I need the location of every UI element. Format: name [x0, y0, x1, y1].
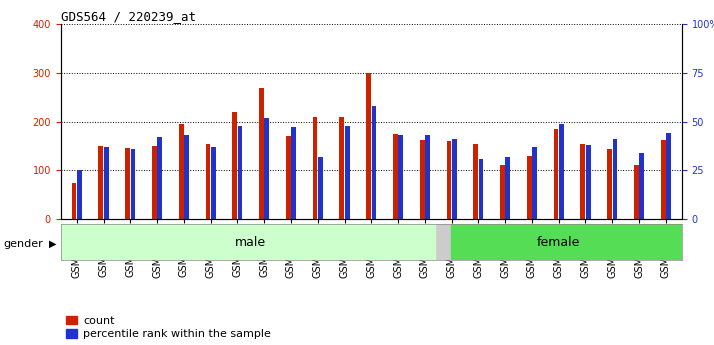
Bar — [291, 127, 296, 219]
Bar — [61, 224, 436, 260]
Bar — [452, 139, 457, 219]
Bar — [232, 112, 237, 219]
Bar — [152, 146, 157, 219]
Bar — [613, 139, 618, 219]
Bar — [211, 147, 216, 219]
Bar — [607, 149, 612, 219]
Bar — [77, 170, 82, 219]
Bar — [451, 224, 705, 260]
Bar — [318, 157, 323, 219]
Bar — [425, 135, 430, 219]
Text: ▶: ▶ — [49, 239, 56, 249]
Bar — [585, 145, 590, 219]
Bar — [71, 183, 76, 219]
Bar — [371, 106, 376, 219]
Bar — [131, 149, 136, 219]
Bar — [99, 146, 104, 219]
Bar — [393, 134, 398, 219]
Bar — [559, 124, 564, 219]
Text: gender: gender — [4, 239, 44, 249]
Bar — [157, 137, 162, 219]
Bar — [339, 117, 344, 219]
Bar — [639, 153, 644, 219]
Bar — [366, 73, 371, 219]
Bar — [104, 147, 109, 219]
Bar — [532, 147, 537, 219]
Bar — [345, 126, 350, 219]
Text: female: female — [537, 236, 580, 249]
Bar — [125, 148, 130, 219]
Legend: count, percentile rank within the sample: count, percentile rank within the sample — [66, 316, 271, 339]
Text: GDS564 / 220239_at: GDS564 / 220239_at — [61, 10, 196, 23]
Bar — [660, 140, 665, 219]
Bar — [264, 118, 269, 219]
Bar — [398, 135, 403, 219]
Bar — [553, 129, 558, 219]
Bar — [506, 157, 511, 219]
Bar — [666, 133, 671, 219]
Bar — [527, 156, 532, 219]
Bar — [420, 140, 425, 219]
Bar — [634, 166, 639, 219]
Bar — [178, 124, 183, 219]
Bar — [259, 88, 264, 219]
Bar — [500, 166, 505, 219]
Bar — [313, 117, 318, 219]
Bar — [286, 136, 291, 219]
Bar — [206, 144, 211, 219]
Bar — [473, 144, 478, 219]
Bar — [184, 135, 189, 219]
Bar — [478, 159, 483, 219]
Text: male: male — [235, 236, 266, 249]
Bar — [580, 144, 585, 219]
Bar — [238, 126, 243, 219]
Bar — [446, 141, 451, 219]
